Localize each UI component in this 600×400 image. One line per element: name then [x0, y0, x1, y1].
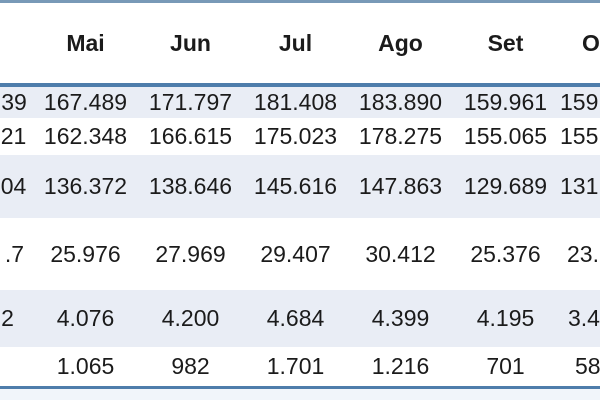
cell-set: 129.689	[463, 173, 548, 199]
cell-cropped-right: 131.	[560, 173, 600, 199]
cell-mai: 162.348	[43, 123, 128, 149]
cell-ago: 147.863	[358, 173, 443, 199]
cell-set: 4.195	[476, 305, 535, 331]
header-ago: Ago	[348, 1, 453, 87]
header-cell-cropped-left	[0, 1, 33, 87]
cell-jul: 4.684	[266, 305, 325, 331]
cell-ago: 178.275	[358, 123, 443, 149]
cell-cropped-right: 58	[558, 347, 600, 389]
header-out-cropped: Ou	[558, 1, 600, 87]
header-jun: Jun	[138, 1, 243, 87]
table-row: 04 136.372 138.646 145.616 147.863 129.6…	[0, 155, 600, 218]
cell-cropped-left: .7	[4, 240, 25, 267]
monthly-data-table: Mai Jun Jul Ago Set Ou 39 167.489 171.79…	[0, 0, 600, 389]
table-row: 2 4.076 4.200 4.684 4.399 4.195 3.4	[0, 290, 600, 347]
table-row: 21 162.348 166.615 175.023 178.275 155.0…	[0, 118, 600, 155]
cell-mai: 167.489	[43, 89, 128, 115]
table-row: 1.065 982 1.701 1.216 701 58	[0, 347, 600, 389]
table-row: .7 25.976 27.969 29.407 30.412 25.376 23…	[0, 218, 600, 290]
header-jul: Jul	[243, 1, 348, 87]
cell-jul: 145.616	[253, 173, 338, 199]
cell-set: 155.065	[463, 123, 548, 149]
header-mai: Mai	[33, 1, 138, 87]
cell-ago: 30.412	[365, 240, 436, 267]
cell-jun: 171.797	[148, 89, 233, 115]
cell-jul: 29.407	[260, 240, 331, 267]
cell-jul: 181.408	[253, 89, 338, 115]
cell-ago: 183.890	[358, 89, 443, 115]
cell-mai: 1.065	[33, 347, 138, 389]
cell-jul: 1.701	[243, 347, 348, 389]
cell-cropped-left: 04	[0, 173, 27, 199]
cell-cropped-left: 2	[1, 305, 14, 331]
cell-cropped-right: 3.4	[568, 305, 600, 331]
cell-jun: 166.615	[148, 123, 233, 149]
cell-set: 701	[453, 347, 558, 389]
cell-ago: 1.216	[348, 347, 453, 389]
cell-jun: 138.646	[148, 173, 233, 199]
cell-mai: 136.372	[43, 173, 128, 199]
cell-jul: 175.023	[253, 123, 338, 149]
cell-cropped-right: 23.6	[567, 240, 600, 267]
header-set: Set	[453, 1, 558, 87]
cell-jun: 27.969	[155, 240, 226, 267]
cell-cropped-left: 39	[1, 89, 27, 115]
cell-jun: 982	[138, 347, 243, 389]
cell-cropped-left	[0, 347, 33, 389]
cell-set: 159.961	[463, 89, 548, 115]
cell-jun: 4.200	[161, 305, 220, 331]
cell-cropped-right: 159.	[560, 89, 600, 115]
cell-cropped-right: 155.	[560, 123, 600, 149]
table-row: 39 167.489 171.797 181.408 183.890 159.9…	[0, 85, 600, 118]
header-row: Mai Jun Jul Ago Set Ou	[0, 1, 600, 87]
cell-ago: 4.399	[371, 305, 430, 331]
cell-mai: 25.976	[50, 240, 121, 267]
cell-cropped-left: 21	[0, 123, 27, 149]
cell-set: 25.376	[470, 240, 541, 267]
cell-mai: 4.076	[56, 305, 115, 331]
